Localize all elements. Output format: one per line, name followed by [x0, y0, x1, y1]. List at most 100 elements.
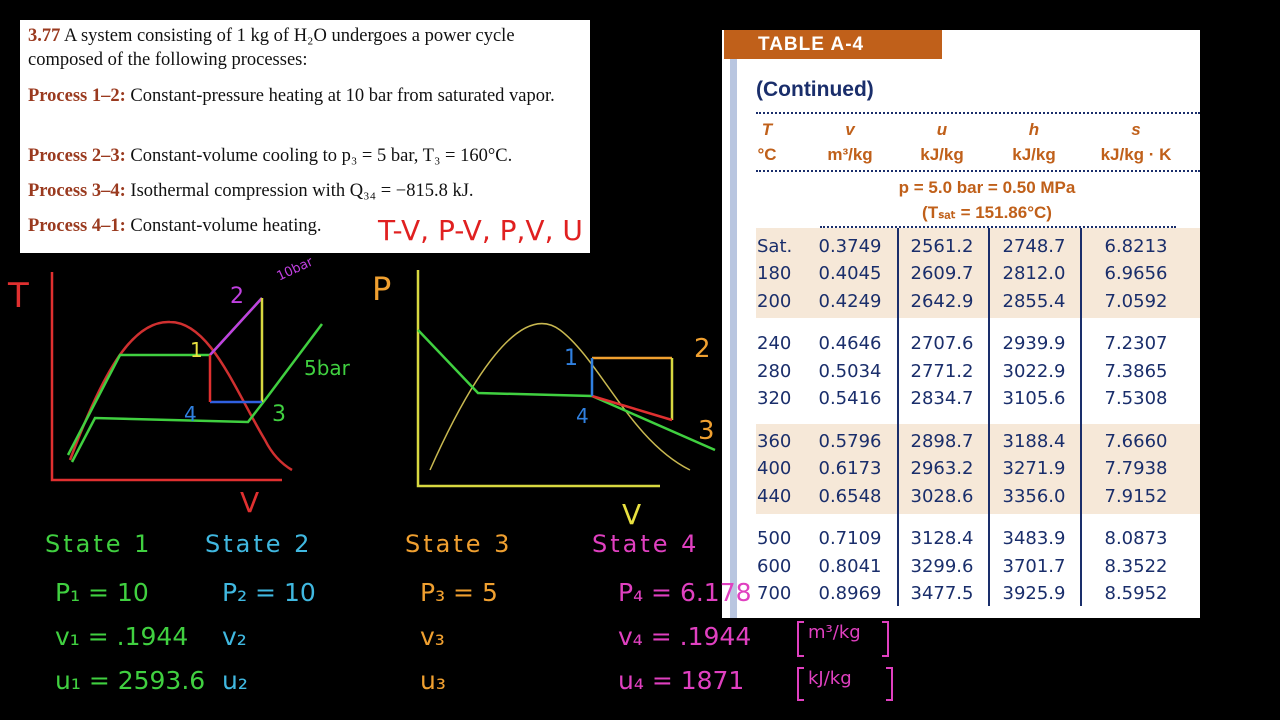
table-cell: 2963.2 — [910, 458, 974, 479]
table-cell: 3188.4 — [1002, 431, 1066, 452]
table-cell: 6.8213 — [1104, 236, 1168, 257]
table-cell: 0.7109 — [818, 528, 882, 549]
table-panel — [722, 30, 1200, 618]
state-title: State 3 — [405, 530, 513, 558]
table-cell: 7.3865 — [1104, 361, 1168, 382]
table-cell: 0.5796 — [818, 431, 882, 452]
table-cell: 0.4646 — [818, 333, 882, 354]
state-point: 4 — [184, 402, 197, 426]
table-cell: 3299.6 — [910, 556, 974, 577]
state-value: P₄ = 6.178 — [618, 578, 752, 607]
column-unit: kJ/kg · K — [1100, 145, 1172, 164]
table-cell: 400 — [757, 458, 792, 479]
table-cell: 2609.7 — [910, 263, 974, 284]
state-point: 2 — [230, 284, 244, 309]
state-point: 3 — [272, 402, 286, 427]
table-tab: TABLE A-4 — [724, 30, 942, 59]
tv-dome — [68, 320, 293, 472]
table-cell: 0.5416 — [818, 388, 882, 409]
table-cell: 600 — [757, 556, 792, 577]
table-cell: 3271.9 — [1002, 458, 1066, 479]
column-symbol: s — [1131, 120, 1141, 139]
axis-label: V — [622, 498, 642, 531]
bracket — [797, 667, 893, 701]
state-point: 1 — [190, 338, 203, 362]
tv-isobar-5 — [70, 323, 323, 463]
table-cell: 240 — [757, 333, 792, 354]
unit: kJ/kg — [808, 668, 852, 689]
isobar-label: 5bar — [304, 356, 350, 380]
state-value: v₄ = .1944 — [618, 622, 752, 651]
table-cell: 3701.7 — [1002, 556, 1066, 577]
table-cell: 2707.6 — [910, 333, 974, 354]
process-text: Isothermal compression with Q₃₄ = −815.8… — [130, 181, 474, 201]
unit-brackets — [797, 621, 893, 701]
table-cell: 7.6660 — [1104, 431, 1168, 452]
table-cell: 8.0873 — [1104, 528, 1168, 549]
table-cell: 0.4249 — [818, 291, 882, 312]
table-cell: 440 — [757, 486, 792, 507]
process-label: Process 2–3: — [28, 146, 126, 166]
table-cell: 200 — [757, 291, 792, 312]
section-tsat: (Tₛₐₜ = 151.86°C) — [922, 203, 1052, 222]
table-cell: 8.3522 — [1104, 556, 1168, 577]
column-symbol: h — [1028, 120, 1040, 139]
table-cell: 2834.7 — [910, 388, 974, 409]
table-cell: 360 — [757, 431, 792, 452]
table-continued: (Continued) — [756, 78, 874, 101]
state-title: State 4 — [592, 530, 700, 558]
table-cell: 0.8041 — [818, 556, 882, 577]
table-cell: 3356.0 — [1002, 486, 1066, 507]
column-unit: kJ/kg — [920, 145, 964, 164]
divider — [756, 112, 1200, 114]
process-label: Process 4–1: — [28, 216, 126, 236]
state-point: 3 — [698, 416, 715, 446]
process-text: Constant-volume cooling to p₃ = 5 bar, T… — [130, 146, 513, 166]
state-value: v₂ — [222, 622, 247, 651]
tv-axes — [50, 272, 282, 482]
table-cell: 500 — [757, 528, 792, 549]
column-symbol: T — [761, 120, 773, 139]
state-value: P₂ = 10 — [222, 578, 316, 607]
table-cell: 2855.4 — [1002, 291, 1066, 312]
pv-process-34 — [591, 394, 673, 422]
table-cell: 7.5308 — [1104, 388, 1168, 409]
table-cell: 700 — [757, 583, 792, 604]
dotted-rule — [820, 226, 1176, 228]
state-value: u₁ = 2593.6 — [55, 666, 206, 695]
state-value: P₁ = 10 — [55, 578, 149, 607]
pv-diagram — [416, 270, 716, 488]
table-cell: 320 — [757, 388, 792, 409]
table-cell: 3028.6 — [910, 486, 974, 507]
state-title: State 1 — [45, 530, 153, 558]
table-cell: 3477.5 — [910, 583, 974, 604]
problem-box: 3.77 A system consisting of 1 kg of H₂O … — [20, 20, 590, 253]
table-cell: 3925.9 — [1002, 583, 1066, 604]
column-rule — [1080, 228, 1082, 606]
table-cell: 180 — [757, 263, 792, 284]
table-cell: 8.5952 — [1104, 583, 1168, 604]
table-cell: 0.3749 — [818, 236, 882, 257]
state-value: u₂ — [222, 666, 248, 695]
table-cell: 7.9152 — [1104, 486, 1168, 507]
column-symbol: v — [845, 120, 855, 139]
state-value: u₃ — [420, 666, 446, 695]
table-cell: 280 — [757, 361, 792, 382]
table-cell: 2771.2 — [910, 361, 974, 382]
table-cell: 0.6548 — [818, 486, 882, 507]
table-cell: 6.9656 — [1104, 263, 1168, 284]
unit: m³/kg — [808, 622, 861, 643]
state-value: v₃ — [420, 622, 445, 651]
pv-isotherm — [417, 329, 716, 452]
divider — [756, 170, 1200, 172]
table-stripe — [730, 58, 737, 618]
process-text: Constant-volume heating. — [130, 216, 322, 236]
table-cell: Sat. — [757, 236, 793, 257]
state-value: v₁ = .1944 — [55, 622, 189, 651]
table-cell: 7.2307 — [1104, 333, 1168, 354]
state-value: P₃ = 5 — [420, 578, 498, 607]
table-cell: 2812.0 — [1002, 263, 1066, 284]
tv-diagram — [50, 272, 323, 482]
column-unit: kJ/kg — [1012, 145, 1056, 164]
